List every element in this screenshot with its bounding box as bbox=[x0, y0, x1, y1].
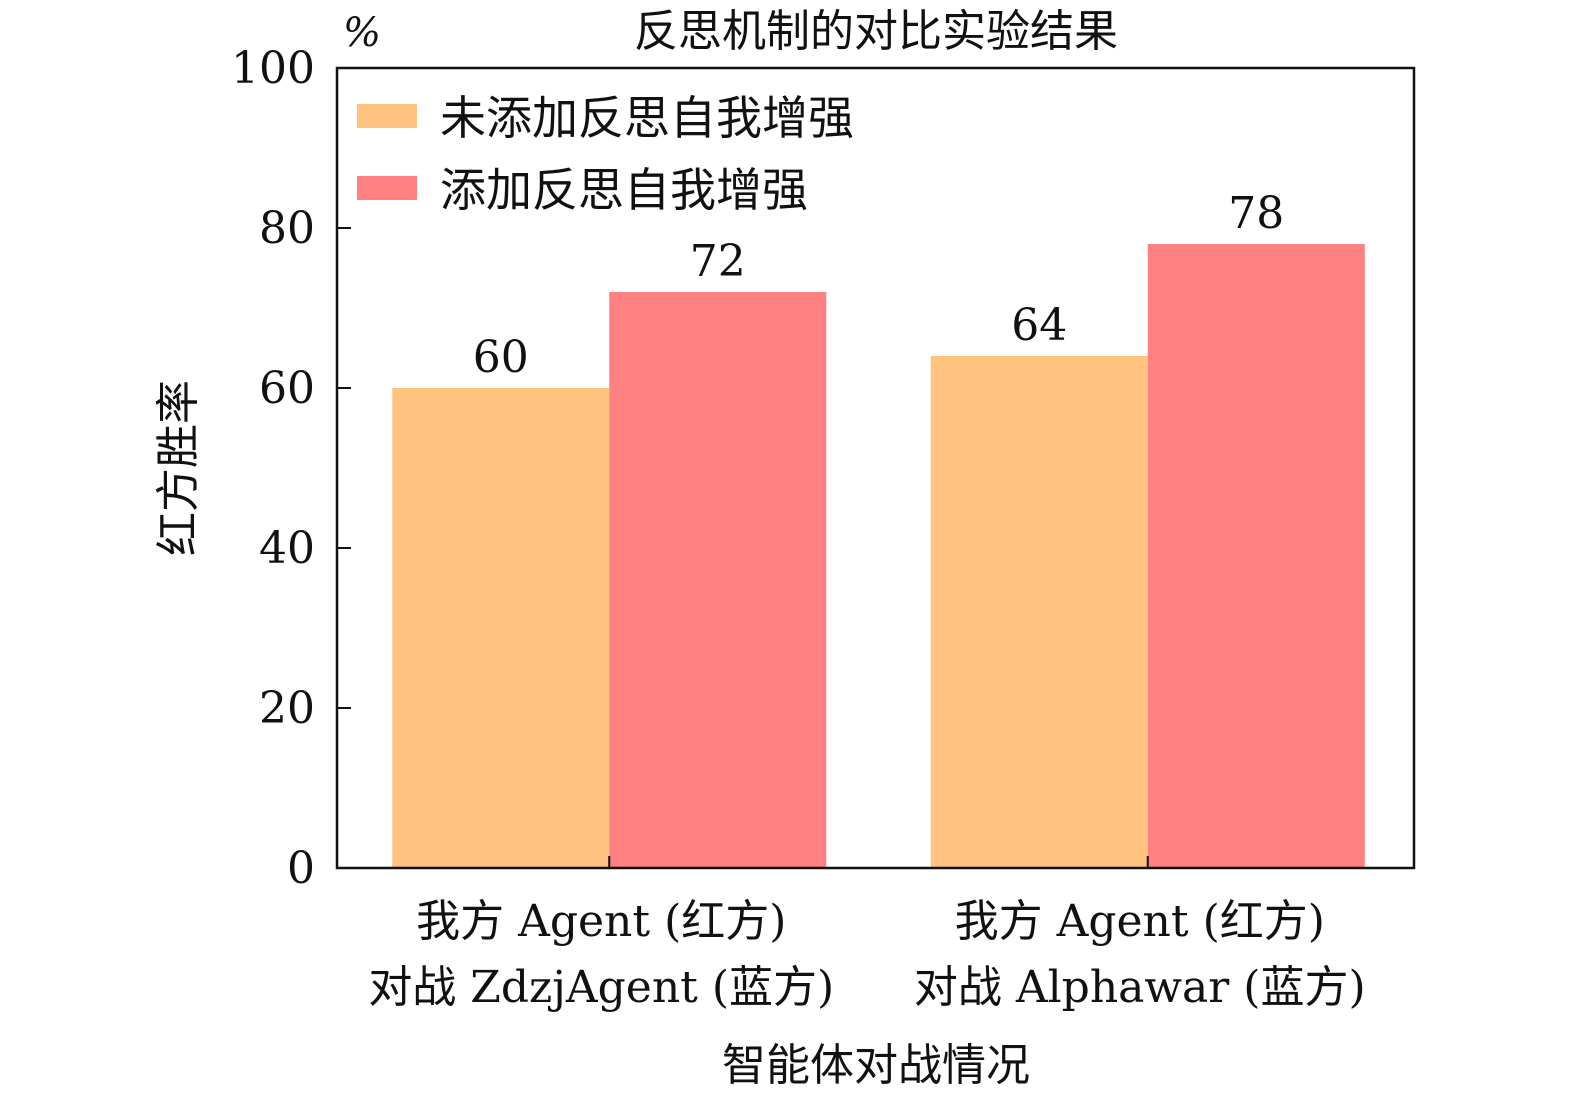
x-tick-label: 对战 Alphawar (蓝方) bbox=[914, 962, 1366, 1013]
chart-title: 反思机制的对比实验结果 bbox=[634, 6, 1118, 57]
legend-swatch-2 bbox=[357, 176, 417, 200]
data-label: 64 bbox=[1011, 300, 1067, 351]
y-tick-label: 60 bbox=[259, 363, 315, 414]
data-label: 78 bbox=[1228, 188, 1284, 239]
bar-series2-cat1 bbox=[609, 292, 827, 868]
legend-label-1: 未添加反思自我增强 bbox=[440, 91, 854, 145]
y-tick-label: 100 bbox=[231, 43, 315, 94]
y-tick-label: 0 bbox=[287, 843, 315, 894]
x-tick-label: 我方 Agent (红方) bbox=[416, 896, 786, 947]
x-tick-label: 我方 Agent (红方) bbox=[955, 896, 1325, 947]
legend-swatch-1 bbox=[357, 104, 417, 128]
y-tick-label: 80 bbox=[259, 203, 315, 254]
y-axis-label: 红方胜率 bbox=[153, 380, 204, 556]
plot-area: 60 64 72 78 0 20 40 60 80 100 我方 Agent (红方) 对战 Zdzj… bbox=[231, 43, 1416, 1013]
x-tick-label: 对战 ZdzjAgent (蓝方) bbox=[368, 962, 834, 1013]
data-label: 60 bbox=[473, 332, 529, 383]
bar-series2-cat2 bbox=[1147, 244, 1365, 868]
unit-label: % bbox=[343, 10, 381, 56]
bar-series1-cat2 bbox=[930, 356, 1148, 868]
data-label: 72 bbox=[690, 236, 746, 287]
bar-series1-cat1 bbox=[392, 388, 610, 868]
plot-frame bbox=[335, 66, 1416, 870]
legend-label-2: 添加反思自我增强 bbox=[440, 163, 808, 217]
y-tick-label: 20 bbox=[259, 683, 315, 734]
x-axis-label: 智能体对战情况 bbox=[722, 1040, 1030, 1091]
y-tick-label: 40 bbox=[259, 523, 315, 574]
